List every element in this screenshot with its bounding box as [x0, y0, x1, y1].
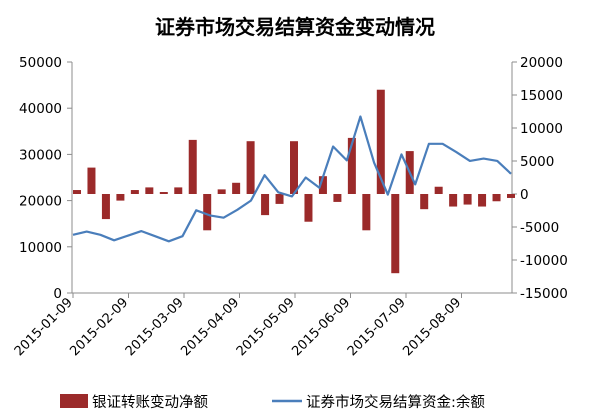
x-tick-label: 2015-03-09: [123, 295, 187, 359]
x-tick-label: 2015-05-09: [234, 295, 298, 359]
bar: [318, 176, 327, 194]
x-tick-label: 2015-08-09: [400, 295, 464, 359]
right-tick-label: 15000: [520, 88, 563, 104]
bar: [449, 194, 458, 207]
x-axis-ticks: 2015-01-092015-02-092015-03-092015-04-09…: [12, 293, 464, 359]
legend: 银证转账变动净额 证券市场交易结算资金:余额: [60, 393, 485, 411]
right-tick-label: -10000: [520, 253, 568, 269]
x-tick-label: 2015-04-09: [178, 295, 242, 359]
bar: [290, 141, 298, 194]
legend-bar-label: 银证转账变动净额: [92, 394, 208, 411]
bar: [116, 194, 125, 201]
bar: [188, 139, 197, 194]
bar: [492, 194, 501, 202]
line-series-layer: [72, 115, 512, 243]
right-tick-label: 5000: [520, 154, 554, 170]
bar: [261, 194, 270, 216]
left-tick-label: 10000: [19, 240, 62, 256]
bar: [304, 194, 313, 222]
bar: [159, 192, 168, 194]
x-tick-label: 2015-07-09: [345, 295, 409, 359]
left-tick-label: 50000: [19, 55, 62, 71]
bar: [391, 194, 400, 274]
x-tick-label: 2015-02-09: [67, 295, 131, 359]
chart-title: 证券市场交易结算资金变动情况: [155, 15, 435, 39]
bar: [130, 190, 139, 194]
legend-bar-swatch: [60, 394, 88, 408]
left-tick-label: 0: [53, 286, 62, 302]
bar: [217, 189, 226, 194]
bar: [420, 194, 429, 210]
bar: [275, 194, 284, 204]
bar: [376, 89, 385, 194]
bar: [174, 187, 183, 194]
bar: [145, 187, 154, 194]
right-tick-label: 20000: [520, 55, 563, 71]
bar: [101, 194, 110, 220]
left-tick-label: 30000: [19, 147, 62, 163]
right-axis-ticks: -15000 -10000 -5000 0 5000 10000 15000 20000: [512, 55, 568, 302]
legend-line-label: 证券市场交易结算资金:余额: [306, 393, 485, 411]
right-tick-label: -15000: [520, 286, 568, 302]
bar: [87, 167, 96, 194]
x-tick-label: 2015-01-09: [12, 295, 76, 359]
line-series: [72, 115, 512, 243]
bar: [507, 194, 515, 198]
x-tick-label: 2015-06-09: [289, 295, 353, 359]
bar-series: [73, 89, 515, 274]
bar: [478, 194, 487, 207]
bar: [333, 194, 342, 202]
bar: [73, 190, 81, 194]
right-tick-label: -5000: [520, 220, 559, 236]
right-tick-label: 0: [520, 187, 529, 203]
bar: [434, 186, 443, 194]
bar: [246, 141, 255, 194]
right-tick-label: 10000: [520, 121, 563, 137]
left-tick-label: 20000: [19, 194, 62, 210]
bar: [347, 137, 356, 194]
bar: [232, 182, 241, 194]
bar: [203, 194, 212, 231]
left-axis-ticks: 0 10000 20000 30000 40000 50000: [19, 55, 72, 302]
bar: [362, 194, 371, 231]
left-tick-label: 40000: [19, 101, 62, 117]
bar: [463, 194, 472, 205]
